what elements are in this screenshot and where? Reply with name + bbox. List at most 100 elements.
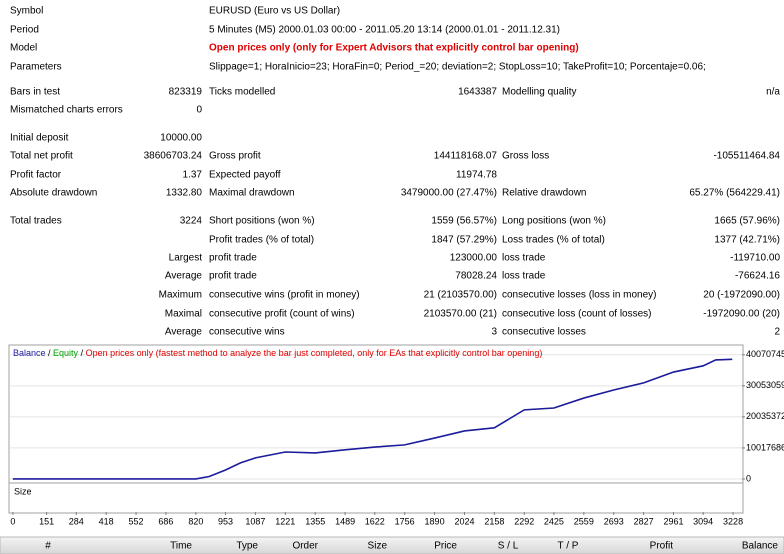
- info-value: Open prices only (only for Expert Adviso…: [209, 43, 579, 54]
- trades-header-cell: Balance: [742, 541, 779, 552]
- stat-cell: 823319: [169, 87, 203, 98]
- stat-cell: 1332.80: [166, 188, 203, 199]
- stat-cell: -1972090.00 (20): [703, 309, 780, 320]
- stat-cell: Initial deposit: [10, 133, 69, 144]
- stat-cell: 21 (2103570.00): [424, 290, 497, 301]
- stat-cell: Mismatched charts errors: [10, 105, 123, 116]
- info-value: 5 Minutes (M5) 2000.01.03 00:00 - 2011.0…: [209, 25, 560, 36]
- info-label: Model: [10, 43, 37, 54]
- chart-frame: [8, 344, 744, 514]
- x-tick-label: 1489: [335, 516, 355, 526]
- stat-cell: consecutive wins (profit in money): [209, 290, 360, 301]
- y-tick-label: 40070745: [746, 349, 784, 359]
- stat-cell: 65.27% (564229.41): [689, 188, 780, 199]
- stat-cell: 1.37: [183, 170, 203, 181]
- stat-cell: -105511464.84: [713, 151, 780, 162]
- stat-cell: Long positions (won %): [502, 216, 606, 227]
- x-tick-label: 2961: [663, 516, 683, 526]
- trades-header-cell: T / P: [558, 541, 579, 552]
- stat-cell: 10000.00: [160, 133, 202, 144]
- stat-cell: loss trade: [502, 253, 546, 264]
- x-tick-label: 1087: [245, 516, 265, 526]
- stat-cell: Loss trades (% of total): [502, 235, 605, 246]
- x-tick-label: 1756: [395, 516, 415, 526]
- info-value: Slippage=1; HoraInicio=23; HoraFin=0; Pe…: [209, 62, 706, 73]
- x-tick-label: 686: [158, 516, 173, 526]
- y-tick-label: 10017686: [746, 442, 784, 452]
- x-tick-label: 418: [99, 516, 114, 526]
- chart-legend: Balance / Equity / Open prices only (fas…: [13, 348, 542, 358]
- stat-cell: 3224: [180, 216, 203, 227]
- x-tick-label: 0: [10, 516, 15, 526]
- stat-cell: Bars in test: [10, 87, 60, 98]
- stat-cell: Maximal: [165, 309, 202, 320]
- stat-cell: Ticks modelled: [209, 87, 275, 98]
- stat-cell: n/a: [766, 87, 780, 98]
- trades-header-bar: [0, 536, 784, 554]
- info-label: Period: [10, 25, 39, 36]
- x-tick-label: 1355: [305, 516, 325, 526]
- stat-cell: 78028.24: [455, 271, 497, 282]
- trades-header-cell: Profit: [650, 541, 674, 552]
- stat-cell: Total net profit: [10, 151, 73, 162]
- trades-header-cell: Type: [236, 541, 258, 552]
- y-tick-label: 30053059: [746, 380, 784, 390]
- stat-cell: 1377 (42.71%): [714, 235, 780, 246]
- balance-line: [12, 358, 733, 480]
- trades-header-cell: Price: [434, 541, 457, 552]
- stat-cell: Gross loss: [502, 151, 549, 162]
- stat-cell: -76624.16: [735, 271, 780, 282]
- stat-cell: 2: [774, 327, 780, 338]
- stat-cell: 1559 (56.57%): [431, 216, 497, 227]
- stat-cell: profit trade: [209, 271, 257, 282]
- x-tick-label: 284: [69, 516, 84, 526]
- stat-cell: Average: [165, 327, 203, 338]
- legend-item: Open prices only (fastest method to anal…: [86, 348, 543, 358]
- stat-cell: consecutive losses (loss in money): [502, 290, 657, 301]
- legend-item: Balance: [13, 348, 46, 358]
- stat-cell: Profit factor: [10, 170, 62, 181]
- stat-cell: consecutive losses: [502, 327, 586, 338]
- x-tick-label: 820: [188, 516, 203, 526]
- trades-header-cell: Size: [368, 541, 388, 552]
- info-label: Symbol: [10, 6, 43, 17]
- legend-item: /: [78, 348, 86, 358]
- x-tick-label: 2827: [634, 516, 654, 526]
- x-tick-label: 2559: [574, 516, 594, 526]
- stat-cell: consecutive loss (count of losses): [502, 309, 652, 320]
- y-tick-label: 20035372: [746, 411, 784, 421]
- x-tick-label: 151: [39, 516, 54, 526]
- stat-cell: Relative drawdown: [502, 188, 587, 199]
- x-tick-label: 2425: [544, 516, 564, 526]
- trades-header-cell: S / L: [498, 541, 519, 552]
- stat-cell: 1847 (57.29%): [431, 235, 497, 246]
- legend-item: /: [46, 348, 54, 358]
- stat-cell: 3: [491, 327, 497, 338]
- x-tick-label: 2292: [514, 516, 534, 526]
- trades-header-cell: #: [45, 541, 51, 552]
- stat-cell: 3479000.00 (27.47%): [401, 188, 497, 199]
- stat-cell: profit trade: [209, 253, 257, 264]
- stat-cell: Total trades: [10, 216, 62, 227]
- stat-cell: Profit trades (% of total): [209, 235, 314, 246]
- legend-item: Equity: [53, 348, 79, 358]
- stat-cell: consecutive wins: [209, 327, 285, 338]
- stat-cell: Expected payoff: [209, 170, 281, 181]
- x-tick-label: 1221: [275, 516, 295, 526]
- y-tick-label: 0: [746, 473, 751, 483]
- x-tick-label: 1890: [425, 516, 445, 526]
- stat-cell: Gross profit: [209, 151, 261, 162]
- stat-cell: 144118168.07: [434, 151, 498, 162]
- stat-cell: consecutive profit (count of wins): [209, 309, 355, 320]
- info-value: EURUSD (Euro vs US Dollar): [209, 6, 340, 17]
- x-tick-label: 2693: [604, 516, 624, 526]
- size-panel-label: Size: [14, 486, 32, 496]
- x-tick-label: 953: [218, 516, 233, 526]
- trades-header-cell: Time: [170, 541, 192, 552]
- stat-cell: 123000.00: [450, 253, 498, 264]
- stat-cell: -119710.00: [730, 253, 780, 264]
- stat-cell: 1643387: [458, 87, 497, 98]
- stat-cell: Absolute drawdown: [10, 188, 97, 199]
- trades-header-cell: Order: [292, 541, 318, 552]
